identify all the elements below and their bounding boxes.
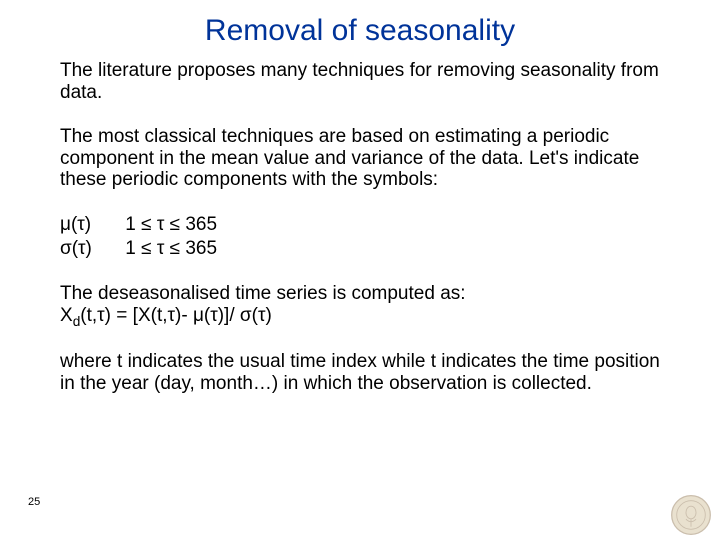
paragraph-formula: The deseasonalised time series is comput…	[60, 283, 670, 329]
formula-lead: The deseasonalised time series is comput…	[60, 283, 466, 304]
sigma-symbol: σ(τ)	[60, 237, 108, 261]
paragraph-where: where t indicates the usual time index w…	[60, 351, 670, 395]
sigma-definition: σ(τ) 1 ≤ τ ≤ 365	[60, 237, 670, 261]
slide-body: The literature proposes many techniques …	[60, 60, 670, 395]
mu-symbol: μ(τ)	[60, 213, 108, 237]
paragraph-intro: The literature proposes many techniques …	[60, 60, 670, 104]
slide: Removal of seasonality The literature pr…	[0, 0, 720, 540]
formula-rest: (t,τ) = [X(t,τ)- μ(τ)]/ σ(τ)	[80, 305, 271, 326]
symbol-definitions: μ(τ) 1 ≤ τ ≤ 365 σ(τ) 1 ≤ τ ≤ 365	[60, 213, 670, 261]
sigma-range: 1 ≤ τ ≤ 365	[125, 238, 217, 259]
paragraph-classical: The most classical techniques are based …	[60, 126, 670, 192]
formula-x: X	[60, 305, 73, 326]
university-seal-icon	[670, 494, 712, 536]
mu-definition: μ(τ) 1 ≤ τ ≤ 365	[60, 213, 670, 237]
mu-range: 1 ≤ τ ≤ 365	[125, 214, 217, 235]
slide-title: Removal of seasonality	[0, 14, 720, 48]
page-number: 25	[28, 496, 40, 508]
